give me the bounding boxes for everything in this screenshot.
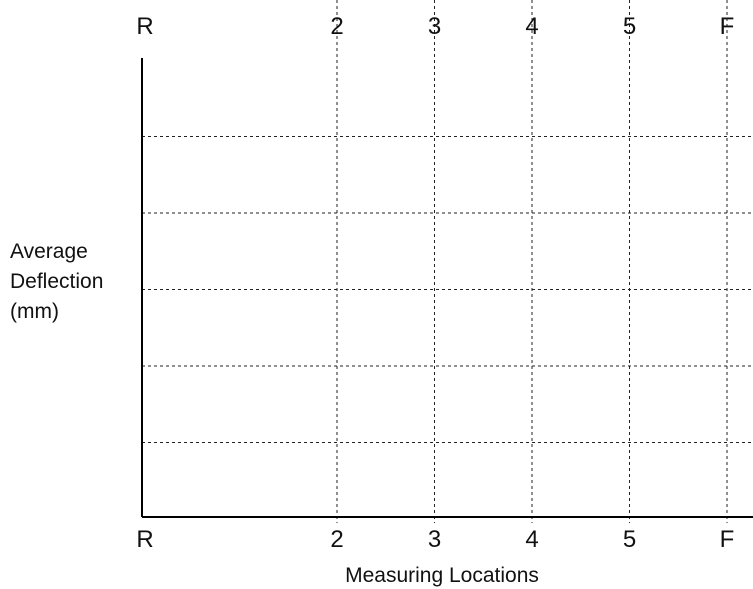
y-axis-title-line: Deflection: [10, 270, 103, 293]
bottom-tick-label: R: [136, 526, 153, 553]
y-axis-title: Average Deflection (mm): [10, 240, 103, 323]
bottom-tick-label: 4: [525, 526, 538, 553]
bottom-tick-label: F: [720, 526, 735, 553]
top-tick-label: 5: [623, 13, 636, 40]
top-tick-label: F: [720, 13, 735, 40]
vertical-gridlines: [336, 0, 728, 523]
top-tick-label: R: [136, 13, 153, 40]
top-tick-label: 2: [330, 13, 343, 40]
top-tick-label: 4: [525, 13, 538, 40]
x-axis-title: Measuring Locations: [345, 564, 539, 587]
y-axis-title-line: (mm): [10, 300, 59, 323]
top-tick-labels: R 2 3 4 5 F: [136, 13, 734, 40]
bottom-tick-labels: R 2 3 4 5 F: [136, 526, 734, 553]
bottom-tick-label: 3: [428, 526, 441, 553]
y-axis-title-line: Average: [10, 240, 88, 263]
bottom-tick-label: 5: [623, 526, 636, 553]
top-tick-label: 3: [428, 13, 441, 40]
horizontal-gridlines: [142, 136, 753, 443]
bottom-tick-label: 2: [330, 526, 343, 553]
